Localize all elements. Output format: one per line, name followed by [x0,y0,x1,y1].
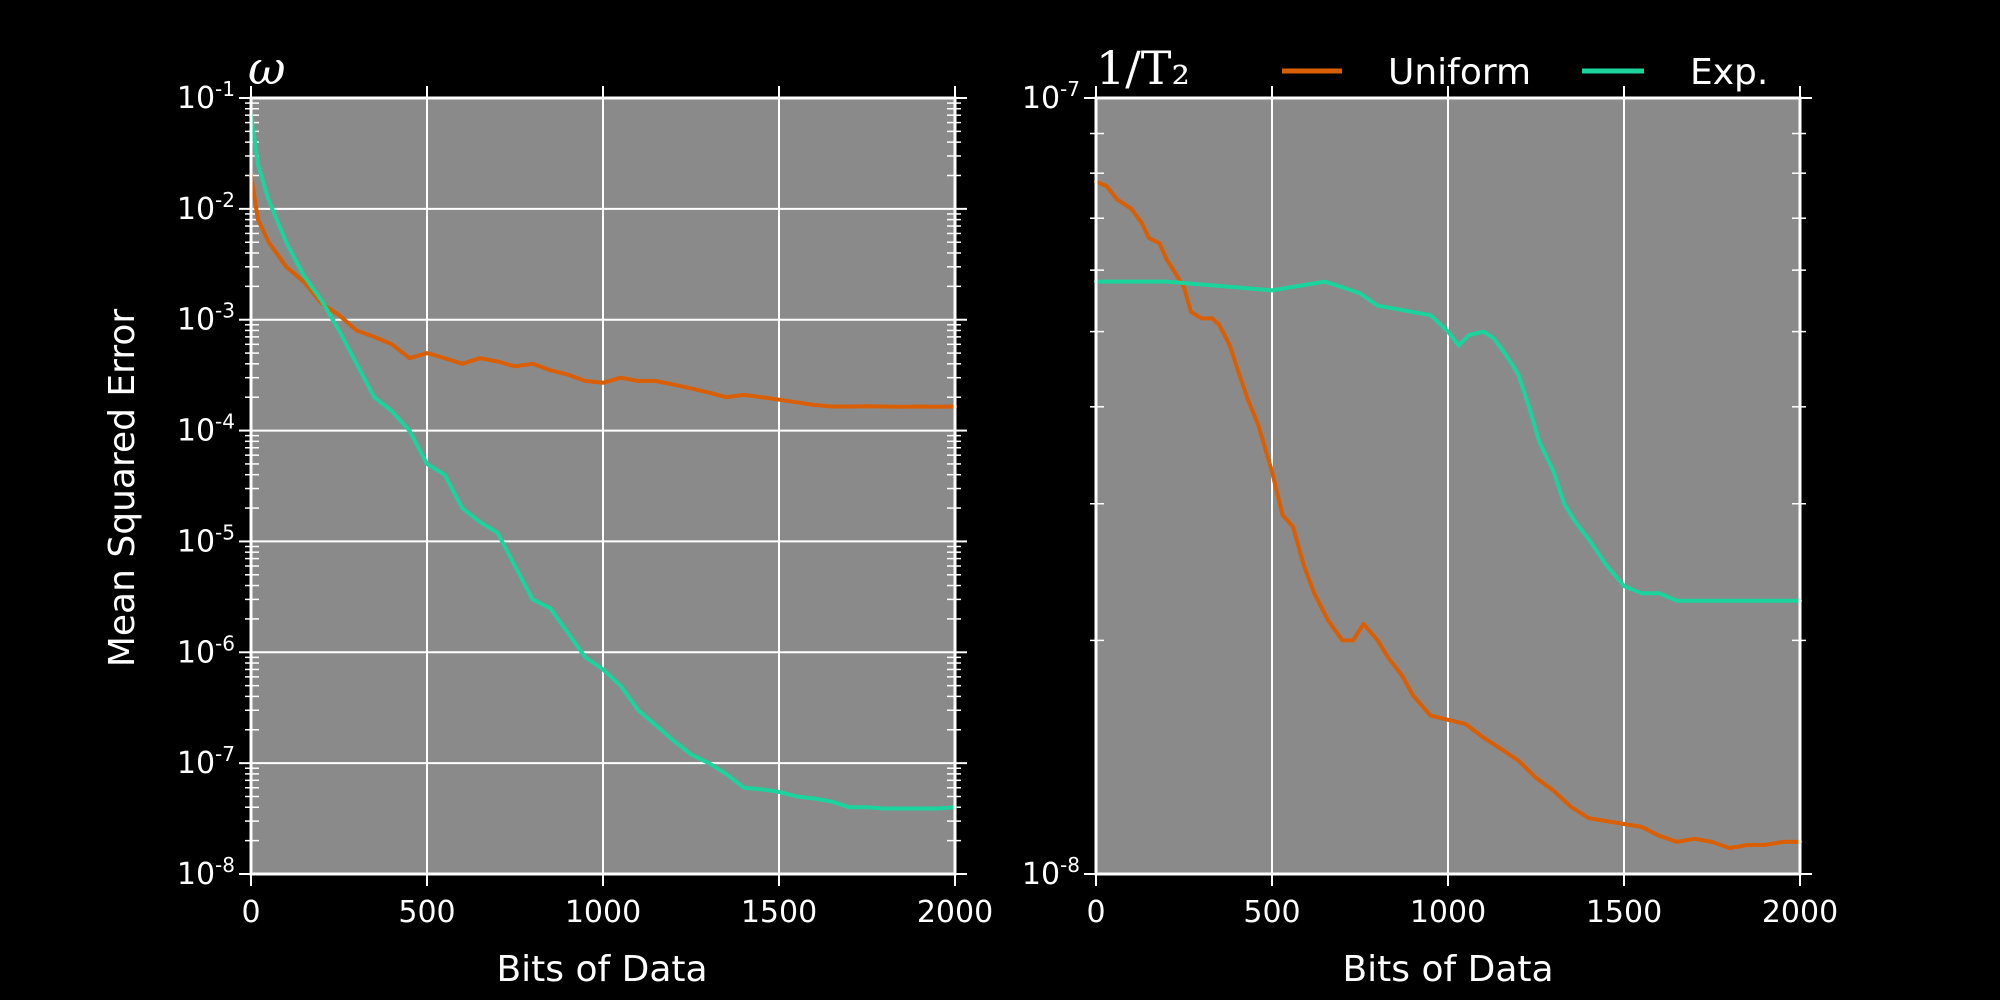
x-tick-label: 2000 [917,895,993,930]
x-axis-label-left: Bits of Data [496,949,707,990]
x-tick-label: 1500 [1586,895,1662,930]
x-axis-label-right: Bits of Data [1342,949,1553,990]
y-tick-label: 10-6 [177,631,235,670]
chart-panel-omega: 0 500 1000 1500 2000 10-8 10-7 10-6 10-5 10-4 10-3… [177,77,993,930]
chart-title-inverse-t2: 1/T₂ [1096,41,1190,95]
y-tick-label: 10-7 [177,742,235,781]
y-tick-label: 10-8 [1022,853,1080,892]
chart-panel-inverse-t2: 0 500 1000 1500 2000 10-8 10-7 [1022,77,1838,930]
y-tick-label: 10-8 [177,853,235,892]
y-tick-label: 10-4 [177,410,235,449]
plot-frame-inverse-t2 [1094,96,1802,876]
y-tick-label: 10-1 [177,77,235,116]
x-tick-label: 0 [241,895,260,930]
legend-label-uniform: Uniform [1388,52,1531,93]
x-tick-label: 0 [1086,895,1105,930]
legend-label-exp: Exp. [1690,52,1768,93]
chart-title-omega: ω [248,41,286,95]
y-tick-label: 10-7 [1022,77,1080,116]
legend: Uniform Exp. [1282,52,1768,93]
plot-frame-omega [249,96,957,876]
x-tick-label: 500 [1243,895,1300,930]
x-tick-label: 1000 [565,895,641,930]
y-tick-label: 10-2 [177,188,235,227]
x-tick-label: 500 [398,895,455,930]
x-tick-label: 2000 [1762,895,1838,930]
series-line-uniform [249,173,957,409]
y-tick-label: 10-5 [177,520,235,559]
y-axis-label: Mean Squared Error [102,309,143,668]
x-tick-label: 1000 [1410,895,1486,930]
series-line-exp [249,113,957,811]
x-tick-label: 1500 [741,895,817,930]
y-tick-label: 10-3 [177,299,235,338]
series-line-exp [1094,279,1802,603]
